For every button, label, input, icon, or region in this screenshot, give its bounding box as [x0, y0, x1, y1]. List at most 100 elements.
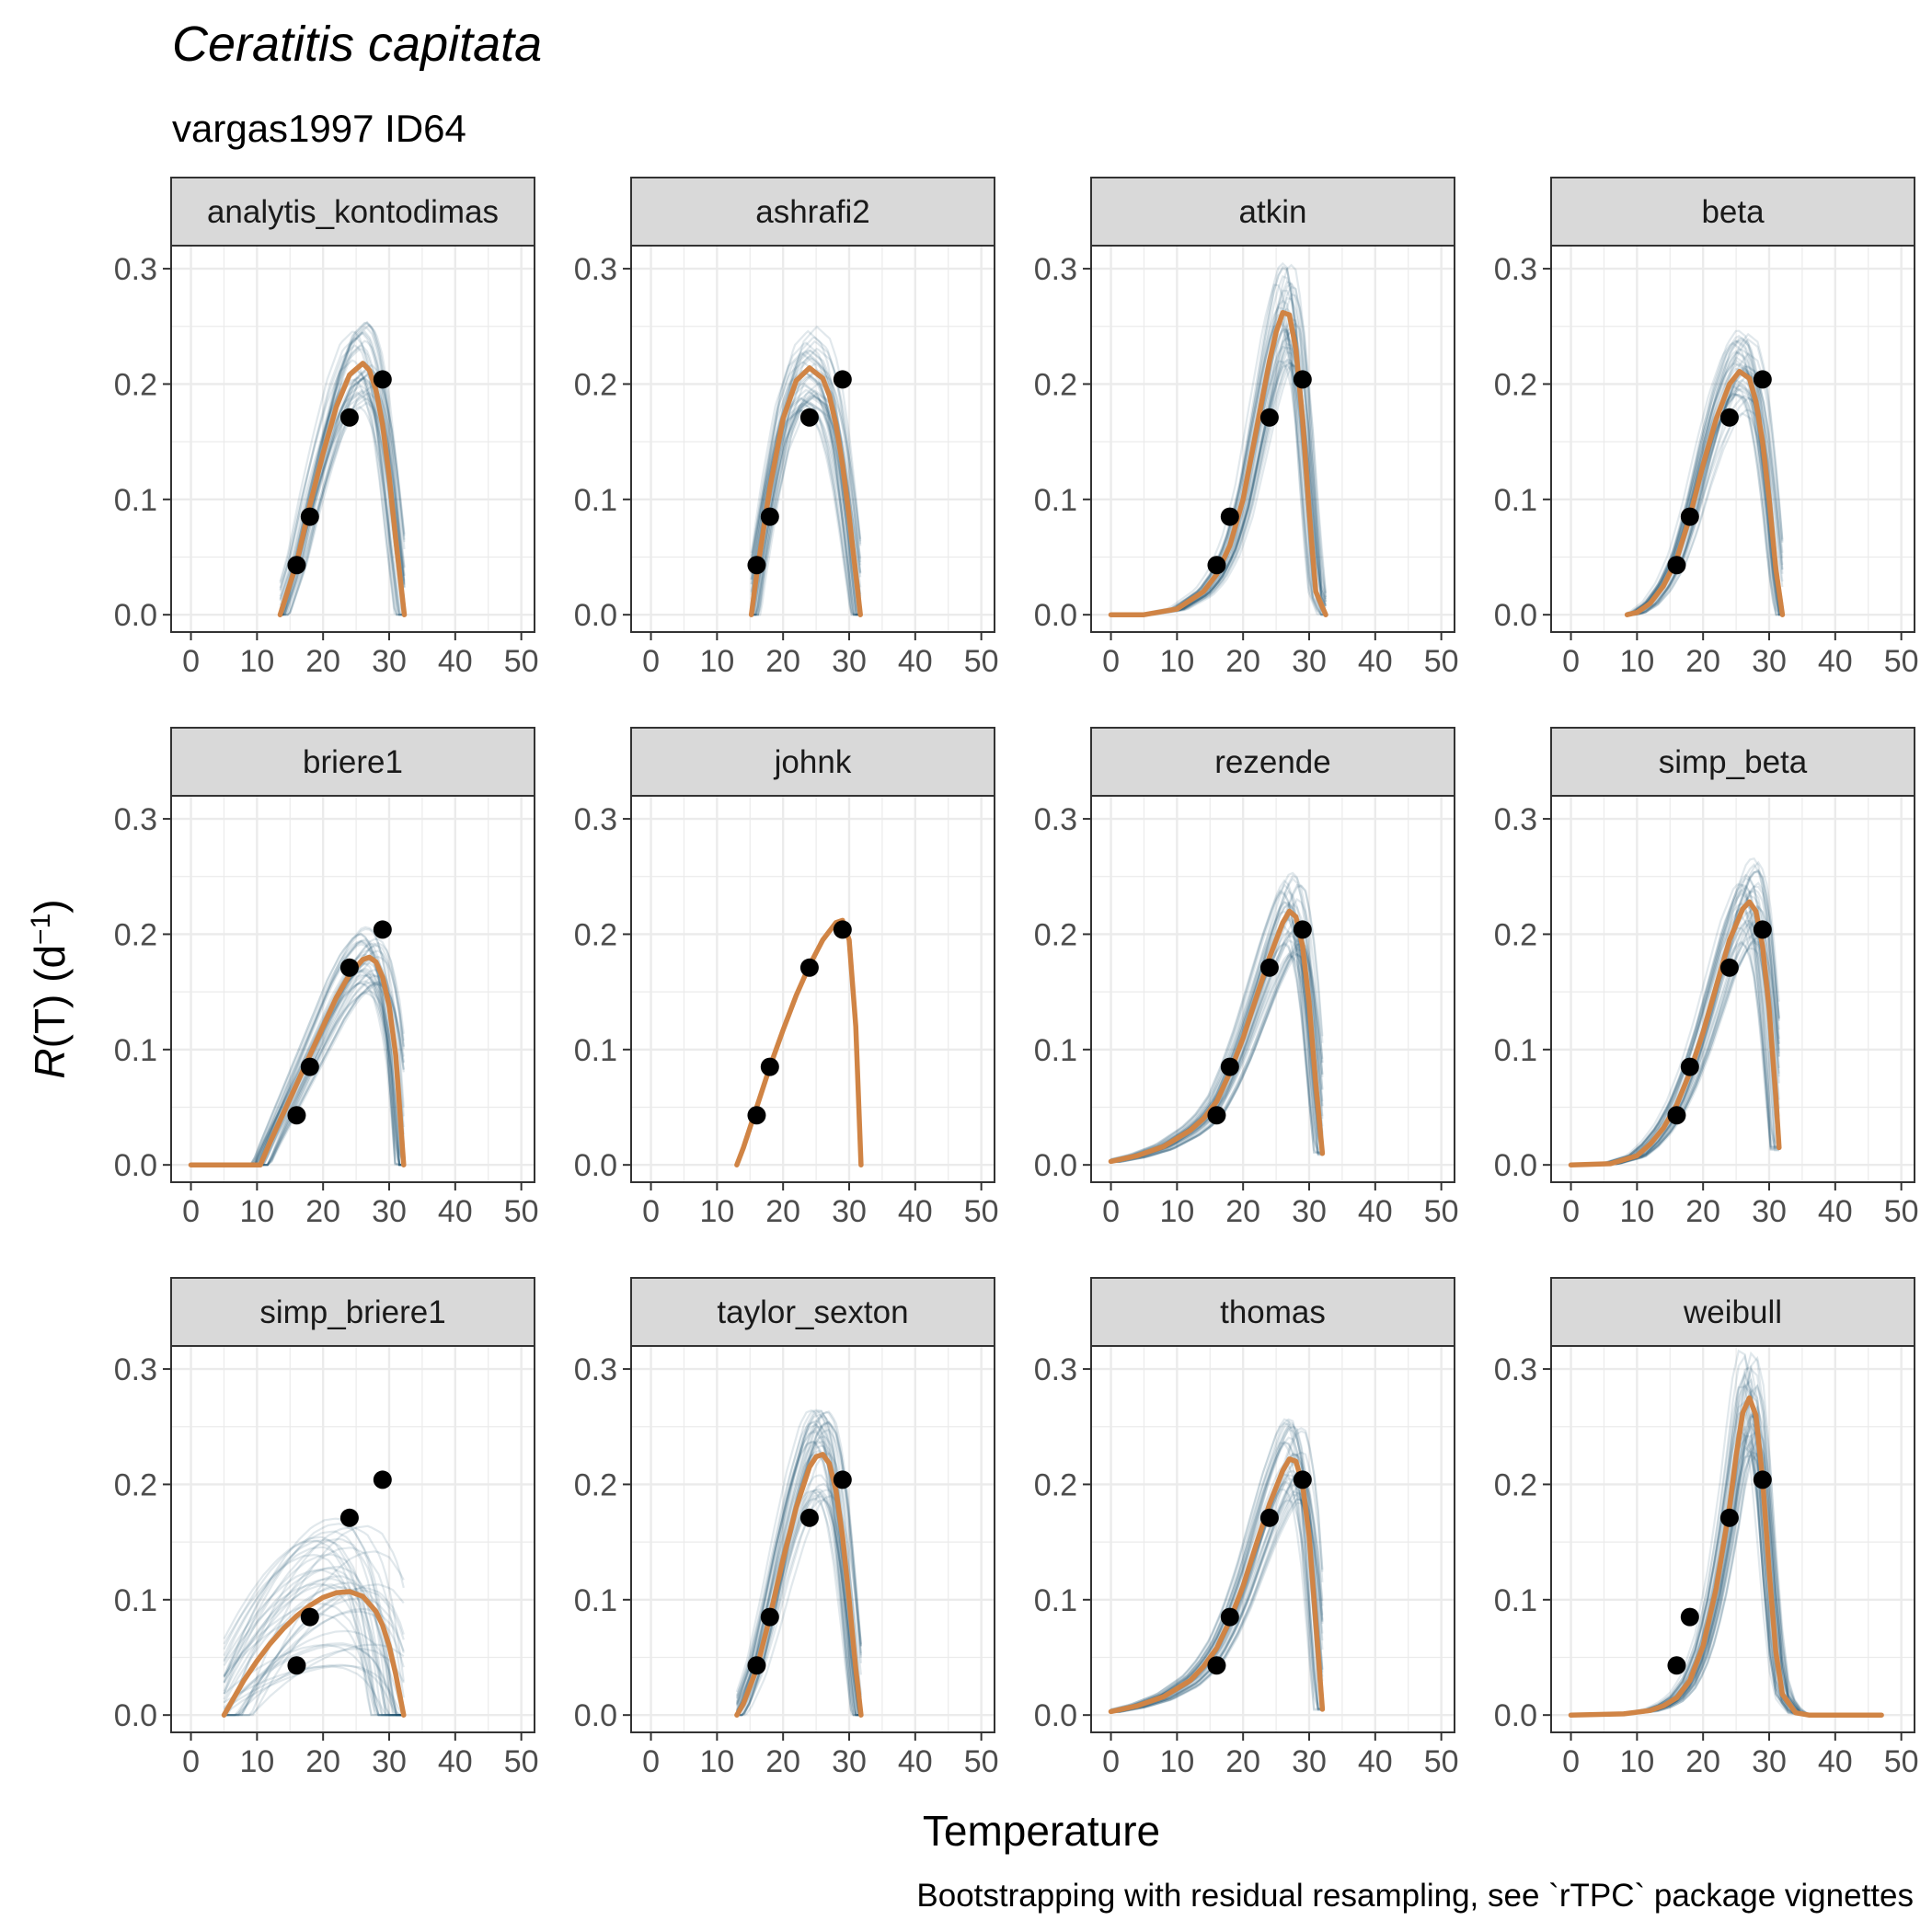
y-tick-label: 0.1: [1034, 483, 1077, 518]
bootstrap-curve: [1110, 879, 1323, 1161]
bootstrap-curve: [279, 391, 405, 616]
data-point: [1220, 1607, 1239, 1627]
chart-title: Ceratitis capitata: [172, 17, 542, 72]
bootstrap-curve: [750, 350, 861, 616]
x-tick-label: 10: [1159, 1194, 1194, 1229]
x-tick-label: 30: [372, 644, 407, 679]
bootstrap-curve: [223, 1643, 404, 1717]
bootstrap-curve: [1627, 385, 1783, 616]
x-tick-label: 30: [832, 644, 867, 679]
bootstrap-curve: [223, 1582, 404, 1717]
x-axis: 0 10 20 30 40 50: [1102, 1732, 1459, 1779]
fitted-curve: [1108, 309, 1328, 617]
data-point: [287, 1106, 306, 1125]
data-point: [373, 920, 392, 939]
x-axis: 0 10 20 30 40 50: [642, 632, 999, 679]
data-point: [1293, 370, 1312, 389]
y-axis: 0.0 0.1 0.2 0.3: [1034, 1352, 1091, 1733]
data-point: [339, 408, 359, 427]
y-tick-label: 0.1: [1034, 1583, 1077, 1618]
x-tick-label: 30: [1752, 1194, 1787, 1229]
bootstrap-curve: [280, 368, 406, 616]
y-tick-label: 0.2: [1494, 367, 1537, 402]
data-point: [1220, 507, 1239, 526]
x-tick-label: 0: [1562, 1194, 1580, 1229]
bootstrap-curve: [735, 1431, 861, 1717]
bootstrap-curve: [735, 1449, 861, 1717]
y-tick-label: 0.1: [114, 1583, 157, 1618]
x-tick-label: 20: [1225, 1744, 1260, 1779]
bootstrap-curve: [279, 359, 405, 616]
y-tick-label: 0.2: [1494, 917, 1537, 952]
x-tick-label: 0: [1102, 1744, 1120, 1779]
y-axis: 0.0 0.1 0.2 0.3: [114, 802, 171, 1183]
facet-strip-label: analytis_kontodimas: [207, 194, 499, 230]
gridlines: [1551, 1346, 1915, 1732]
x-tick-label: 20: [305, 1744, 340, 1779]
bootstrap-curve: [223, 1539, 404, 1717]
bootstrap-curve: [735, 1440, 861, 1717]
bootstrap-curve: [735, 1409, 861, 1717]
panel-background: [171, 1346, 535, 1732]
x-tick-label: 10: [1619, 1744, 1654, 1779]
facet-panel: rezende 0 10 20 30 40 50 0.0 0.1 0.2 0.3: [1034, 727, 1459, 1229]
x-tick-label: 10: [1159, 1744, 1194, 1779]
facet-strip-label: simp_briere1: [259, 1294, 445, 1330]
bootstrap-curve: [750, 397, 861, 616]
y-axis: 0.0 0.1 0.2 0.3: [574, 252, 631, 633]
bootstrap-curve: [1110, 1441, 1323, 1711]
x-tick-label: 10: [239, 1194, 274, 1229]
x-axis: 0 10 20 30 40 50: [1562, 1182, 1919, 1229]
data-point: [1207, 1106, 1226, 1125]
data-point: [1293, 920, 1312, 939]
x-axis: 0 10 20 30 40 50: [182, 632, 539, 679]
bootstrap-curve: [1110, 1420, 1324, 1712]
bootstrap-curve: [223, 1629, 405, 1716]
bootstrap-curve: [223, 1553, 404, 1717]
bootstrap-curve: [751, 382, 862, 616]
x-tick-label: 10: [699, 644, 734, 679]
x-tick-label: 50: [1884, 644, 1919, 679]
bootstrap-curve: [1110, 883, 1323, 1161]
y-tick-label: 0.1: [114, 1033, 157, 1068]
data-point: [339, 958, 359, 977]
panel-border: [1550, 795, 1915, 1183]
bootstrap-curve: [223, 1585, 404, 1717]
y-tick-label: 0.2: [114, 1467, 157, 1502]
x-tick-label: 30: [1292, 644, 1327, 679]
facet-strip: simp_beta: [1550, 727, 1915, 797]
data-point: [1753, 370, 1772, 389]
facet-strip: ashrafi2: [630, 177, 995, 247]
fitted-curve: [1108, 1456, 1326, 1715]
fitted-curve: [734, 1452, 864, 1718]
y-tick-label: 0.2: [114, 917, 157, 952]
bootstrap-curve: [1110, 1421, 1323, 1711]
bootstrap-curve: [223, 1583, 404, 1717]
x-tick-label: 40: [438, 1744, 473, 1779]
y-tick-label: 0.2: [574, 917, 617, 952]
facet-strip-label: weibull: [1683, 1294, 1782, 1330]
data-point: [1259, 958, 1279, 977]
bootstrap-curve: [1110, 891, 1323, 1161]
y-axis: 0.0 0.1 0.2 0.3: [574, 1352, 631, 1733]
facet-panel: weibull 0 10 20 30 40 50 0.0 0.1 0.2 0.3: [1494, 1277, 1919, 1779]
x-tick-label: 40: [1358, 1744, 1393, 1779]
bootstrap-curve: [750, 397, 861, 616]
bootstrap-curve: [1110, 1441, 1323, 1711]
bootstrap-curve: [736, 1409, 862, 1717]
facet-strip: weibull: [1550, 1277, 1915, 1347]
bootstrap-curve: [279, 344, 405, 616]
x-tick-label: 0: [642, 1194, 660, 1229]
x-axis: 0 10 20 30 40 50: [642, 1732, 999, 1779]
y-tick-label: 0.0: [1494, 1148, 1537, 1183]
x-tick-label: 0: [642, 1744, 660, 1779]
x-tick-label: 40: [1818, 1744, 1853, 1779]
data-point: [339, 1508, 359, 1527]
y-tick-label: 0.1: [114, 483, 157, 518]
x-tick-label: 10: [1619, 1194, 1654, 1229]
data-point: [760, 1607, 779, 1627]
x-tick-label: 20: [1685, 1194, 1720, 1229]
x-tick-label: 40: [898, 1194, 933, 1229]
x-axis: 0 10 20 30 40 50: [1102, 1182, 1459, 1229]
